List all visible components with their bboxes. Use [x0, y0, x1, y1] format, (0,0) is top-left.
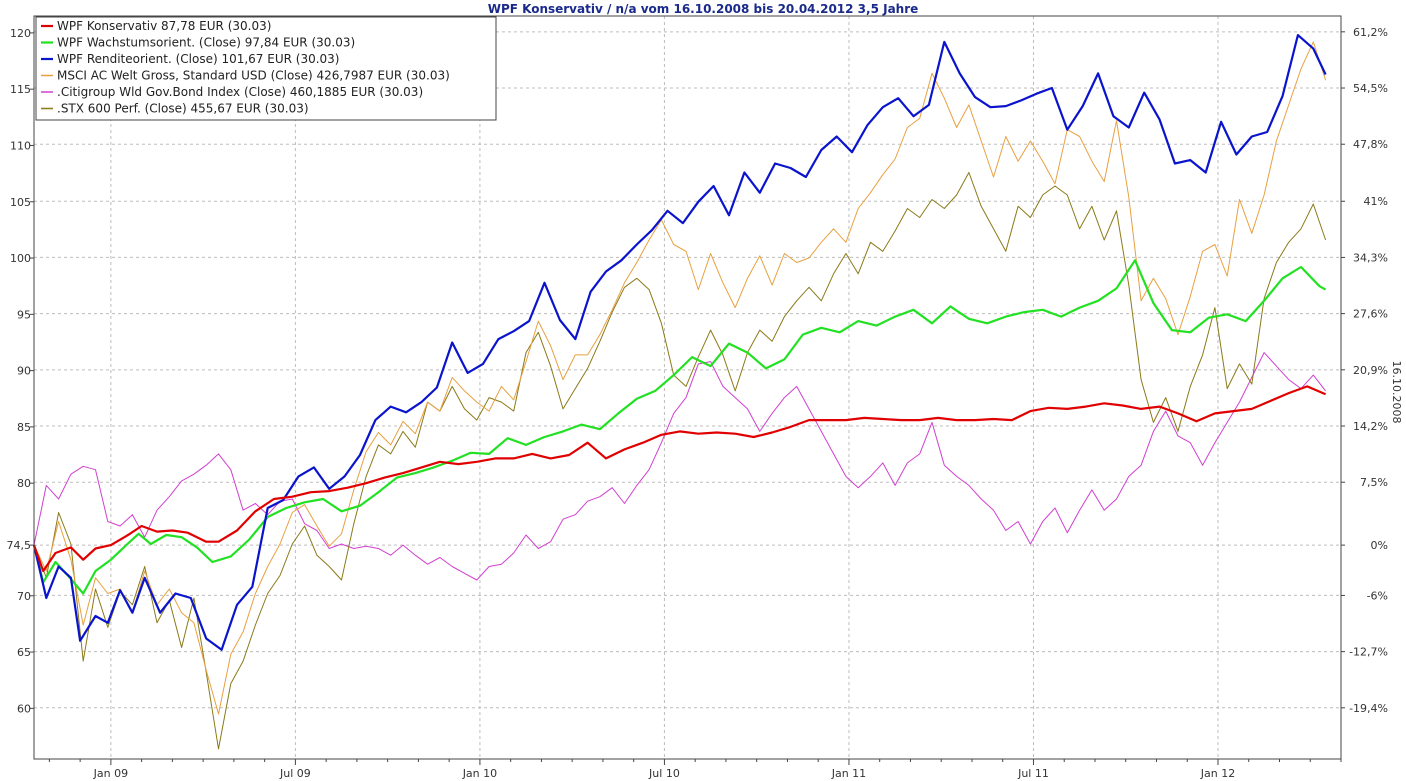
- y-right-tick-label: 0%: [1371, 539, 1388, 552]
- y-left-tick-label: 115: [10, 83, 31, 96]
- legend-entry: WPF Konservativ 87,78 EUR (30.03): [57, 19, 271, 33]
- series-line-3: [32, 34, 1327, 651]
- y-right-tick-label: 7,5%: [1360, 476, 1388, 489]
- y-left-tick-label: 105: [10, 196, 31, 209]
- y-right-tick-label: -12,7%: [1349, 646, 1388, 659]
- y-left-tick-label: 70: [17, 590, 31, 603]
- y-right-tick-label: -6%: [1367, 589, 1388, 602]
- legend-entry: WPF Wachstumsorient. (Close) 97,84 EUR (…: [57, 36, 355, 50]
- chart-title: WPF Konservativ / n/a vom 16.10.2008 bis…: [488, 2, 919, 16]
- x-tick-label: Jan 09: [93, 767, 128, 780]
- legend-entry: .Citigroup Wld Gov.Bond Index (Close) 46…: [57, 85, 423, 99]
- y-right-tick-label: 14,2%: [1353, 420, 1388, 433]
- y-left-tick-label: 85: [17, 421, 31, 434]
- legend-entry: WPF Renditeorient. (Close) 101,67 EUR (3…: [57, 52, 339, 66]
- legend-entry: MSCI AC Welt Gross, Standard USD (Close)…: [57, 69, 450, 83]
- x-tick-label: Jan 11: [831, 767, 866, 780]
- legend-entry: .STX 600 Perf. (Close) 455,67 EUR (30.03…: [57, 102, 309, 116]
- y-left-tick-label: 65: [17, 646, 31, 659]
- series-line-1: [32, 385, 1327, 573]
- x-tick-label: Jul 10: [648, 767, 680, 780]
- y-left-tick-label: 120: [10, 27, 31, 40]
- y-right-tick-label: 34,3%: [1353, 251, 1388, 264]
- y-left-tick-label: 110: [10, 139, 31, 152]
- y-right-tick-label: 54,5%: [1353, 82, 1388, 95]
- y-left-tick-label: 95: [17, 308, 31, 321]
- y-left-tick-label: 60: [17, 702, 31, 715]
- series-line-6: [33, 172, 1327, 750]
- x-tick-label: Jan 12: [1200, 767, 1235, 780]
- plot-frame: [33, 15, 1342, 760]
- y-right-tick-label: 47,8%: [1353, 138, 1388, 151]
- x-tick-label: Jan 10: [462, 767, 497, 780]
- x-tick-label: Jul 11: [1017, 767, 1049, 780]
- y-right-tick-label: -19,4%: [1349, 702, 1388, 715]
- y-right-tick-label: 27,6%: [1353, 308, 1388, 321]
- y-right-tick-label: 41%: [1364, 195, 1388, 208]
- series-line-4: [33, 41, 1327, 715]
- axis-layer: Jan 09 Jul 09 Jan 10 Jul 10 Jan 11 Jul 11 Jan …: [7, 26, 1389, 780]
- legend-box: [35, 16, 497, 121]
- right-axis-label: 16.10.2008: [1390, 361, 1403, 424]
- x-tick-label: Jul 09: [279, 767, 311, 780]
- y-left-tick-label: 80: [17, 477, 31, 490]
- y-left-tick-label: 90: [17, 365, 31, 378]
- series-line-5: [33, 352, 1326, 581]
- series-layer: [32, 34, 1327, 750]
- y-left-tick-label: 100: [10, 252, 31, 265]
- series-line-2: [32, 259, 1327, 595]
- legend: WPF Konservativ 87,78 EUR (30.03) WPF Wac…: [35, 16, 497, 121]
- y-right-tick-label: 61,2%: [1353, 26, 1388, 39]
- y-right-tick-label: 20,9%: [1353, 364, 1388, 377]
- y-left-tick-label: 74,5: [7, 539, 32, 552]
